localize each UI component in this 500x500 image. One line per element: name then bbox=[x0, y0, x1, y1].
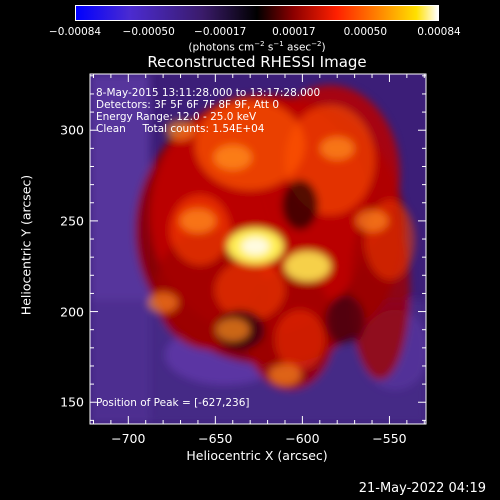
x-tick-label: −550 bbox=[372, 431, 407, 446]
units-text: asec bbox=[283, 41, 312, 54]
y-tick-label: 150 bbox=[60, 394, 84, 410]
source-blob bbox=[215, 318, 250, 342]
source-blob bbox=[179, 208, 216, 233]
units-text: ) bbox=[321, 41, 326, 54]
peak-position-label: Position of Peak = [-627,236] bbox=[96, 397, 250, 409]
x-tick-label: −650 bbox=[198, 431, 233, 446]
source-blob bbox=[165, 120, 196, 141]
colorbar bbox=[75, 5, 439, 21]
colorbar-tick-label: 0.00017 bbox=[272, 26, 316, 38]
x-tick-label: −600 bbox=[285, 431, 320, 446]
source-blob bbox=[268, 364, 301, 386]
heatmap-cell bbox=[275, 310, 325, 370]
units-exp: −1 bbox=[273, 40, 284, 48]
heatmap-cell bbox=[325, 295, 365, 345]
units-exp: −2 bbox=[254, 40, 265, 48]
colorbar-tick-label: −0.00084 bbox=[48, 26, 102, 38]
x-axis-label: Heliocentric X (arcsec) bbox=[186, 448, 328, 463]
peak-core bbox=[241, 237, 270, 256]
y-tick-label: 300 bbox=[60, 122, 84, 138]
units-exp: −2 bbox=[311, 40, 322, 48]
y-tick-label: 200 bbox=[60, 304, 84, 320]
y-axis-label: Heliocentric Y (arcsec) bbox=[18, 174, 34, 316]
colorbar-tick-label: 0.00084 bbox=[417, 26, 461, 38]
source-blob bbox=[320, 136, 355, 160]
info-line-detectors: Detectors: 3F 5F 6F 7F 8F 9F, Att 0 bbox=[96, 99, 280, 111]
units-text: s bbox=[264, 41, 274, 54]
units-text: (photons cm bbox=[188, 41, 255, 54]
heatmap-cell bbox=[282, 180, 318, 230]
info-line-energy: Energy Range: 12.0 - 25.0 keV bbox=[96, 111, 257, 123]
source-blob bbox=[213, 144, 252, 171]
x-tick-label: −700 bbox=[111, 431, 146, 446]
heatmap-cell bbox=[215, 260, 285, 320]
info-line-counts: Clean Total counts: 1.54E+04 bbox=[96, 123, 265, 135]
colorbar-tick-label: −0.00017 bbox=[194, 26, 247, 38]
footer-timestamp: 21-May-2022 04:19 bbox=[358, 481, 486, 496]
source-blob bbox=[148, 292, 179, 313]
chart-title: Reconstructed RHESSI Image bbox=[147, 53, 367, 71]
source-blob bbox=[356, 210, 389, 232]
colorbar-tick-label: −0.00050 bbox=[122, 26, 175, 38]
y-tick-label: 250 bbox=[60, 213, 84, 229]
plot-frame bbox=[89, 73, 427, 425]
info-line-date: 8-May-2015 13:11:28.000 to 13:17:28.000 bbox=[96, 87, 321, 99]
colorbar-units-label: (photons cm−2 s−1 asec−2) bbox=[188, 40, 325, 54]
colorbar-tick-label: 0.00050 bbox=[343, 26, 388, 38]
source-blob bbox=[284, 251, 331, 282]
